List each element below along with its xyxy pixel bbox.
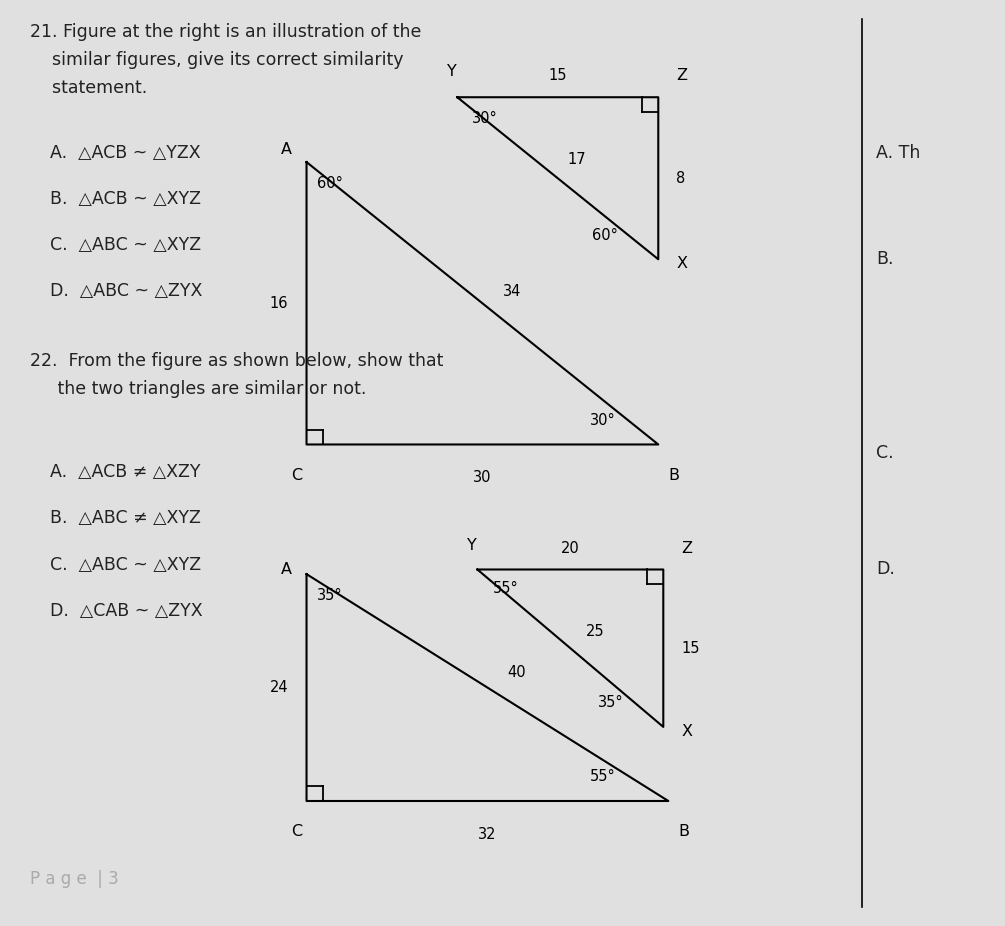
Text: B: B <box>668 468 679 482</box>
Text: C.: C. <box>876 444 894 462</box>
Text: 55°: 55° <box>590 770 616 784</box>
Text: A: A <box>280 143 291 157</box>
Text: B.  △ABC ≠ △XYZ: B. △ABC ≠ △XYZ <box>50 509 201 527</box>
Text: A: A <box>280 562 291 577</box>
Text: P a g e  | 3: P a g e | 3 <box>30 870 119 888</box>
Text: 35°: 35° <box>598 695 623 710</box>
Text: B.  △ACB ~ △XYZ: B. △ACB ~ △XYZ <box>50 190 201 207</box>
Text: 35°: 35° <box>317 588 342 603</box>
Text: D.  △CAB ~ △ZYX: D. △CAB ~ △ZYX <box>50 602 203 619</box>
Text: 15: 15 <box>681 641 699 656</box>
Text: 20: 20 <box>561 541 580 556</box>
Text: 60°: 60° <box>317 176 343 191</box>
Text: D.: D. <box>876 560 895 578</box>
Text: 32: 32 <box>478 827 496 842</box>
Text: 17: 17 <box>568 152 587 167</box>
Text: 60°: 60° <box>592 228 618 243</box>
Text: C: C <box>290 824 303 839</box>
Text: Y: Y <box>447 64 457 79</box>
Text: 30°: 30° <box>590 413 616 428</box>
Text: C: C <box>290 468 303 482</box>
Text: A.  △ACB ~ △YZX: A. △ACB ~ △YZX <box>50 144 201 161</box>
Text: statement.: statement. <box>30 79 148 96</box>
Text: 30: 30 <box>473 470 491 485</box>
Text: C.  △ABC ~ △XYZ: C. △ABC ~ △XYZ <box>50 236 201 254</box>
Text: 30°: 30° <box>472 111 498 126</box>
Text: A. Th: A. Th <box>876 144 921 161</box>
Text: 24: 24 <box>269 680 288 695</box>
Text: 15: 15 <box>549 69 567 83</box>
Text: 25: 25 <box>586 624 604 639</box>
Text: A.  △ACB ≠ △XZY: A. △ACB ≠ △XZY <box>50 463 201 481</box>
Text: B: B <box>678 824 689 839</box>
Text: 8: 8 <box>676 170 685 186</box>
Text: Z: Z <box>676 69 687 83</box>
Text: Y: Y <box>467 538 477 553</box>
Text: 22.  From the figure as shown below, show that: 22. From the figure as shown below, show… <box>30 352 443 369</box>
Text: Z: Z <box>681 541 692 556</box>
Text: 16: 16 <box>270 295 288 311</box>
Text: B.: B. <box>876 250 893 268</box>
Text: C.  △ABC ~ △XYZ: C. △ABC ~ △XYZ <box>50 556 201 573</box>
Text: similar figures, give its correct similarity: similar figures, give its correct simila… <box>30 51 404 69</box>
Text: 21. Figure at the right is an illustration of the: 21. Figure at the right is an illustrati… <box>30 23 421 41</box>
Text: 34: 34 <box>502 283 521 298</box>
Text: D.  △ABC ~ △ZYX: D. △ABC ~ △ZYX <box>50 282 203 300</box>
Text: X: X <box>681 724 692 739</box>
Text: 40: 40 <box>508 665 527 680</box>
Text: the two triangles are similar or not.: the two triangles are similar or not. <box>30 380 367 397</box>
Text: 55°: 55° <box>492 581 519 595</box>
Text: X: X <box>676 257 687 271</box>
